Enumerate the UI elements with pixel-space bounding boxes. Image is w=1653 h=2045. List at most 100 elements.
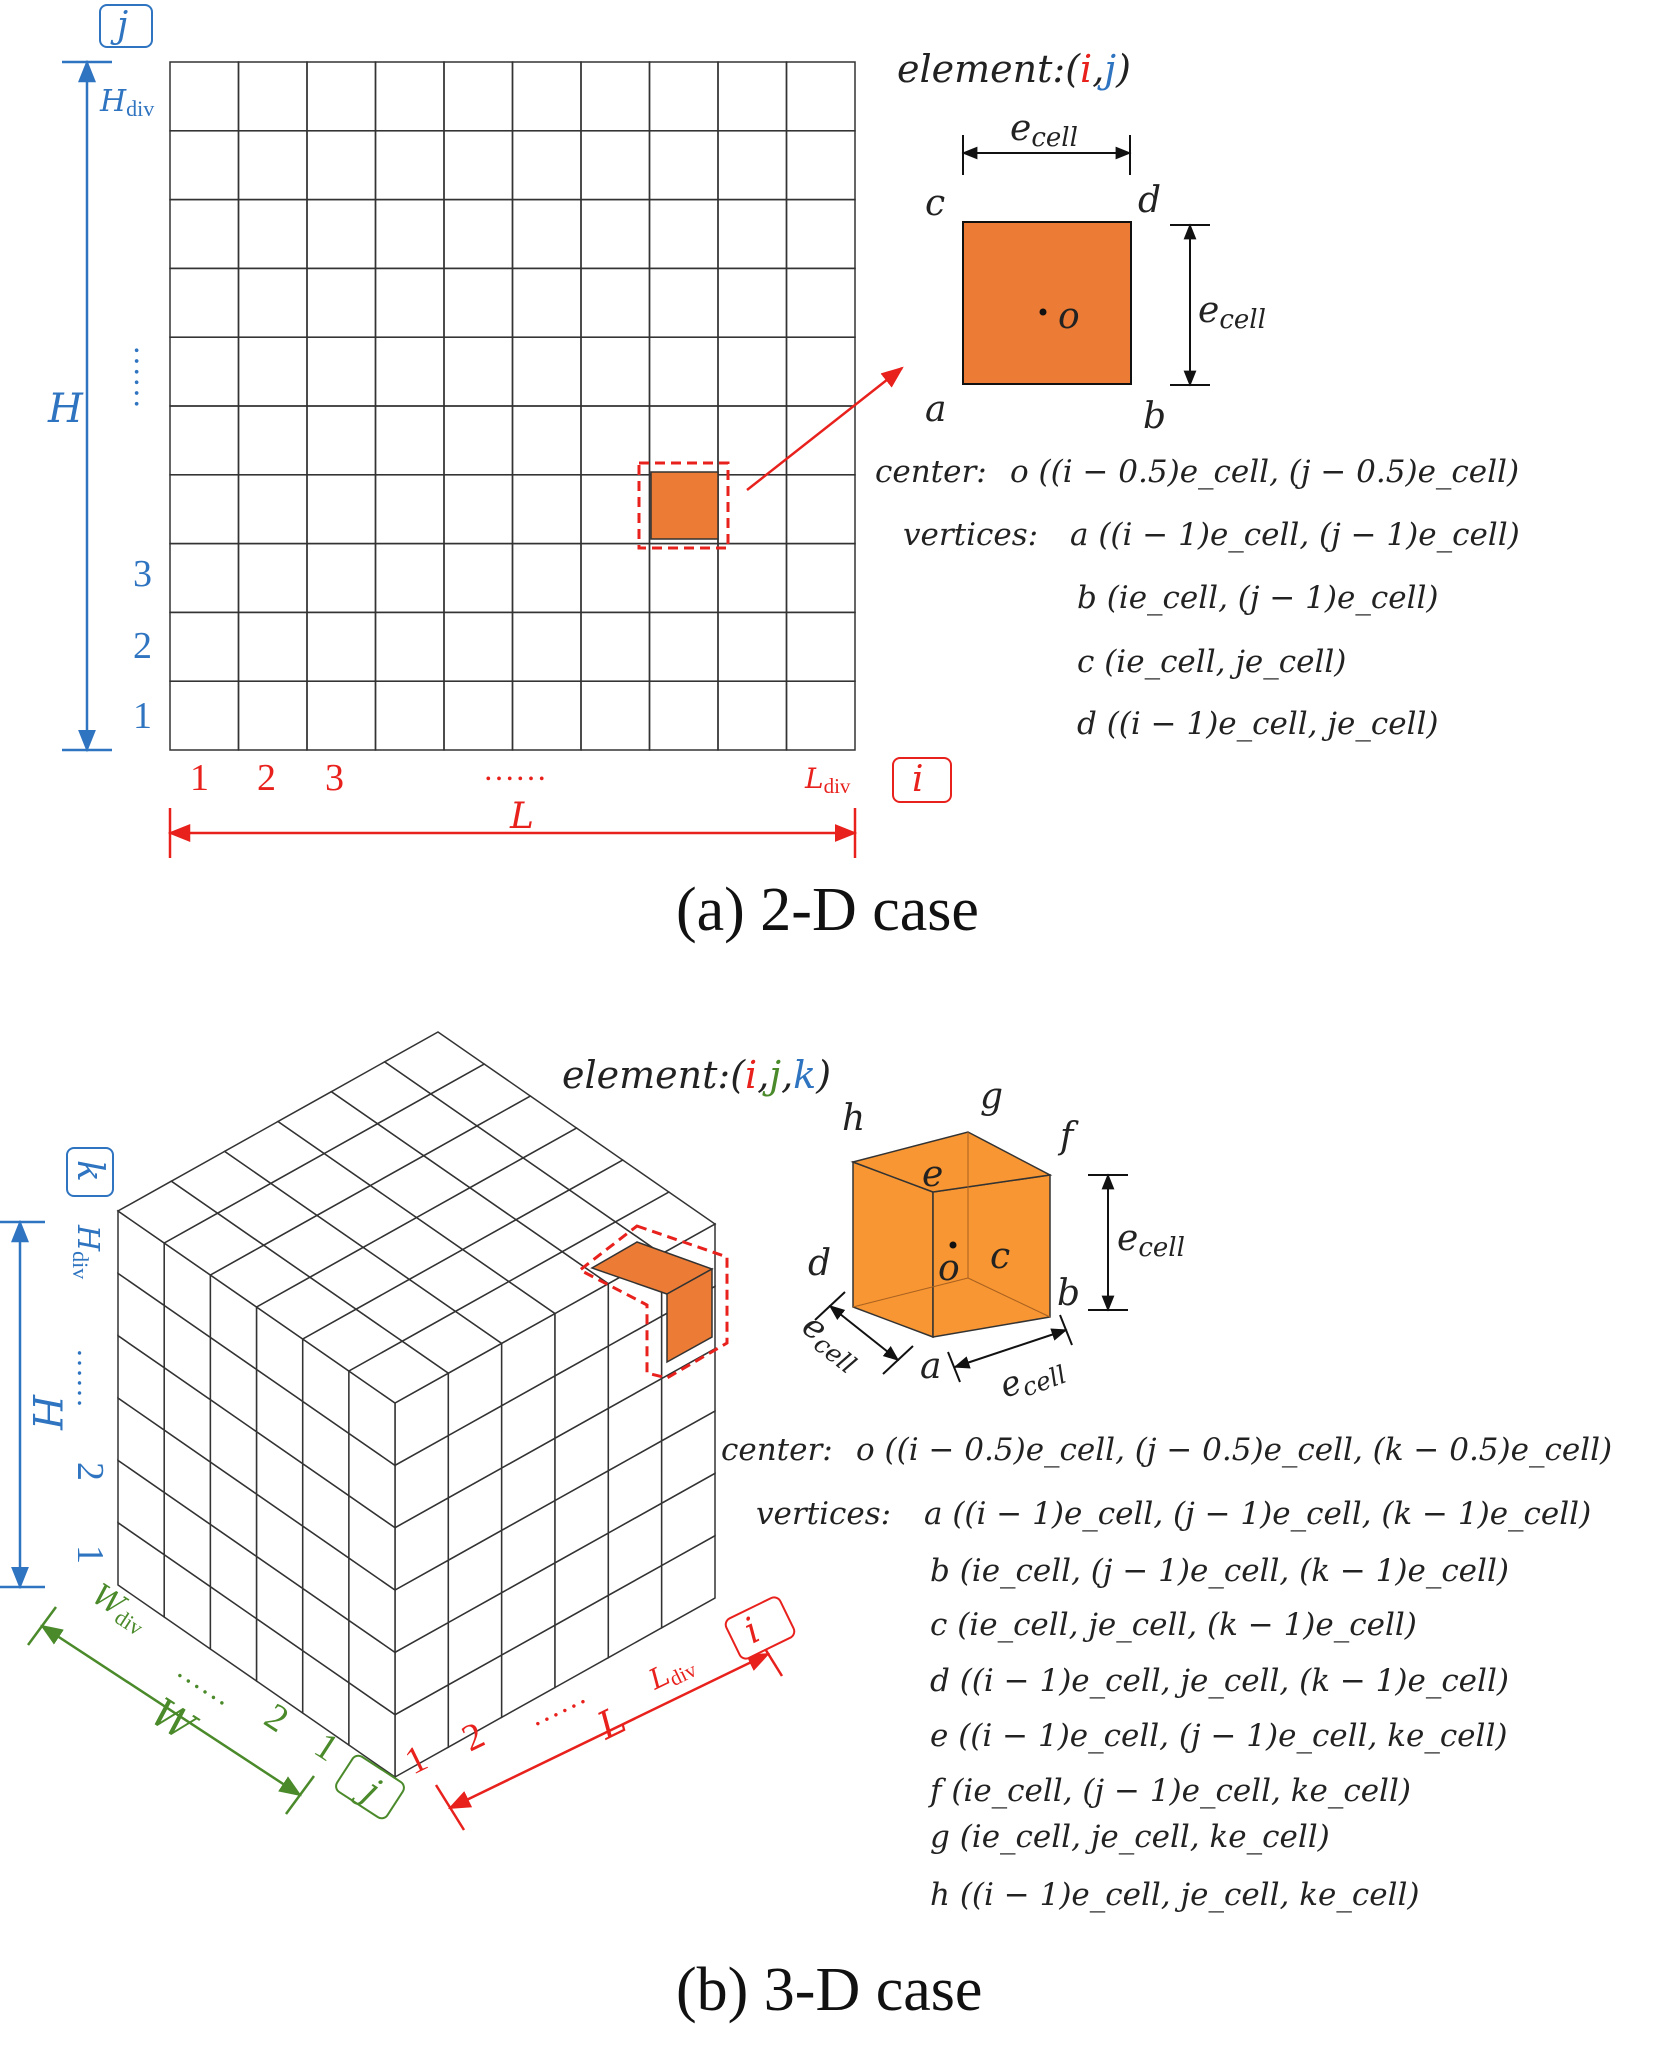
grid-cell-2d xyxy=(580,336,651,407)
W-dimension-line-3d xyxy=(40,1624,302,1797)
grid-cell-2d xyxy=(443,611,514,682)
ecell-label-right-3d: ecell xyxy=(1117,1218,1185,1263)
grid-cell-2d xyxy=(306,405,377,476)
corner-e-3d: e xyxy=(922,1154,943,1195)
grid-cell-2d xyxy=(511,405,582,476)
corner-a-2d: a xyxy=(925,389,946,430)
caption-2d: (a) 2-D case xyxy=(676,876,979,944)
corner-f-3d: f xyxy=(1057,1116,1079,1157)
i-axis-box-3d xyxy=(724,1596,796,1660)
grid-cell-2d xyxy=(237,61,308,132)
formula-b-2d: b (ie_cell, (j − 1)e_cell) xyxy=(1077,580,1438,616)
corner-c-3d: c xyxy=(990,1236,1010,1277)
k-axis-label-3d: k xyxy=(69,1160,110,1182)
vertices-label-2d: vertices: xyxy=(903,517,1038,553)
row-label-2: 2 xyxy=(133,625,152,667)
row-label-3: 3 xyxy=(133,553,152,595)
grid-cell-2d xyxy=(511,542,582,614)
i-axis-label-2d: i xyxy=(912,759,924,800)
corner-b-2d: b xyxy=(1143,396,1166,437)
formula-a-2d: a ((i − 1)e_cell, (j − 1)e_cell) xyxy=(1070,517,1520,553)
grid-cell-2d xyxy=(306,680,377,751)
ecell-tick-bottom-b xyxy=(1059,1314,1073,1346)
grid-cell-2d xyxy=(169,680,240,751)
H-div-label-2d: Hdiv xyxy=(99,84,154,121)
grid-cell-2d xyxy=(648,61,719,132)
ecell-dim-bottom-3d xyxy=(953,1328,1068,1369)
grid-cell-2d xyxy=(306,130,377,201)
k-label-1: 1 xyxy=(69,1545,111,1564)
grid-cell-2d xyxy=(169,336,240,407)
cube-top-face xyxy=(850,1131,1053,1193)
H-label-2d: H xyxy=(47,386,84,432)
center-o-label-3d: o xyxy=(938,1248,960,1289)
ecell-tick-left-b xyxy=(882,1345,914,1375)
W-tick-bottom-3d xyxy=(284,1775,316,1815)
L-label-2d: L xyxy=(509,796,534,837)
k-dots-3d: …… xyxy=(71,1348,104,1408)
center-label-2d: center: xyxy=(875,454,987,490)
grid-cell-2d xyxy=(785,336,856,407)
col-label-2: 2 xyxy=(257,757,276,799)
grid-cell-2d xyxy=(785,474,856,545)
row-label-1: 1 xyxy=(133,695,152,737)
cube-hidden-edge-2 xyxy=(852,1277,969,1308)
grid-cell-2d xyxy=(648,130,719,201)
H-label-3d: H xyxy=(23,1394,69,1431)
grid-cell-2d xyxy=(785,130,856,201)
grid-cell-2d xyxy=(374,474,445,545)
grid-cell-2d xyxy=(237,267,308,338)
grid-cell-2d xyxy=(511,267,582,338)
panel-3d: k H Hdiv …… 2 1 W Wdiv …… 2 1 j L Ldiv …… xyxy=(0,1031,1612,2024)
highlight-dashed-box-3d xyxy=(577,1224,729,1380)
H-div-label-3d: Hdiv xyxy=(68,1224,105,1279)
highlight-dashed-box-2d xyxy=(637,461,730,550)
grid-cell-2d xyxy=(306,267,377,338)
grid-cell-2d xyxy=(511,61,582,132)
grid-cell-2d xyxy=(169,611,240,682)
element-cube-3d xyxy=(850,1131,1053,1339)
grid-cell-2d xyxy=(443,130,514,201)
i-axis-box-2d xyxy=(892,757,952,803)
grid-cell-2d xyxy=(169,198,240,270)
corner-b-3d: b xyxy=(1057,1273,1080,1314)
grid-cell-2d xyxy=(511,611,582,682)
element-title-3d: element:(i,j,k) xyxy=(562,1053,831,1097)
grid-cell-2d xyxy=(511,198,582,270)
grid-cell-2d xyxy=(237,611,308,682)
grid-cell-2d xyxy=(374,198,445,270)
grid-cell-2d xyxy=(648,680,719,751)
formula-a-3d: a ((i − 1)e_cell, (j − 1)e_cell, (k − 1)… xyxy=(924,1496,1591,1532)
grid-cell-2d xyxy=(511,130,582,201)
ecell-dim-left-3d xyxy=(828,1305,900,1361)
grid-cell-2d xyxy=(237,542,308,614)
grid-cell-2d xyxy=(580,611,651,682)
formula-e-3d: e ((i − 1)e_cell, (j − 1)e_cell, ke_cell… xyxy=(930,1718,1507,1754)
grid-cell-2d xyxy=(443,267,514,338)
grid-cell-2d xyxy=(169,130,240,201)
formula-c-2d: c (ie_cell, je_cell) xyxy=(1077,644,1346,680)
grid-cell-2d xyxy=(169,542,240,614)
corner-g-3d: g xyxy=(980,1076,1003,1117)
formula-center-2d: o ((i − 0.5)e_cell, (j − 0.5)e_cell) xyxy=(1010,454,1519,490)
grid-cell-2d xyxy=(648,611,719,682)
formula-c-3d: c (ie_cell, je_cell, (k − 1)e_cell) xyxy=(930,1607,1417,1643)
j-axis-box-3d xyxy=(335,1754,405,1820)
grid-cell-2d xyxy=(580,267,651,338)
corner-d-3d: d xyxy=(808,1243,831,1284)
grid-cell-2d xyxy=(443,198,514,270)
grid-cell-2d xyxy=(717,542,788,614)
grid-cell-2d xyxy=(785,611,856,682)
formula-b-3d: b (ie_cell, (j − 1)e_cell, (k − 1)e_cell… xyxy=(930,1553,1509,1589)
highlighted-cell-2d xyxy=(650,471,719,540)
grid-cell-2d xyxy=(237,405,308,476)
center-dot-3d xyxy=(949,1241,957,1249)
corner-h-3d: h xyxy=(842,1098,865,1139)
grid-cell-2d xyxy=(374,267,445,338)
grid-cell-2d xyxy=(511,336,582,407)
grid-cell-2d xyxy=(443,336,514,407)
grid-cell-2d xyxy=(580,542,651,614)
grid-cell-2d xyxy=(648,336,719,407)
grid-cell-2d xyxy=(717,405,788,476)
grid-cell-2d xyxy=(717,336,788,407)
